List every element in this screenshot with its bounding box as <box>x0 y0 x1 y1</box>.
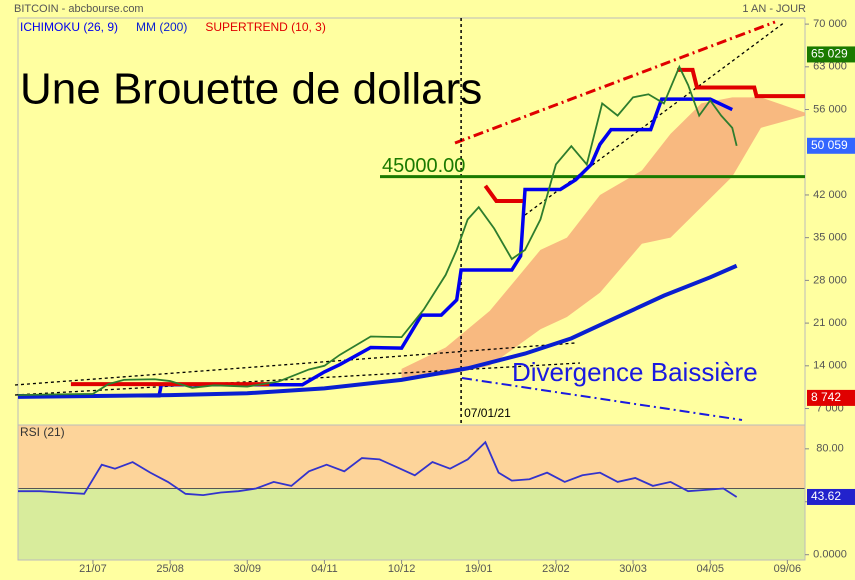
level-label: 45000.00 <box>382 155 465 177</box>
last-value-label: 65 029 <box>811 47 848 61</box>
last-value-label: 8 742 <box>811 390 841 404</box>
annotation: Divergence Baissière <box>512 357 758 387</box>
x-tick-label: 21/07 <box>79 563 107 575</box>
x-tick-label: 19/01 <box>465 563 493 575</box>
last-value-label: 50 059 <box>811 138 848 152</box>
date-line-label: 07/01/21 <box>464 406 511 420</box>
rsi-last-label: 43.62 <box>811 489 841 503</box>
series-line <box>17 263 738 399</box>
chart-title: Une Brouette de dollars <box>20 65 482 114</box>
rsi-name: RSI (21) <box>20 425 65 439</box>
y-tick-label: 35 000 <box>813 232 847 244</box>
ichimoku-cloud <box>401 97 805 380</box>
series-line <box>70 67 805 387</box>
x-tick-label: 30/09 <box>234 563 262 575</box>
trendline <box>14 362 581 396</box>
rsi-y-tick-label: 0.0000 <box>813 549 847 561</box>
rsi-line <box>18 440 738 498</box>
source: BITCOIN - abcbourse.com <box>14 3 144 15</box>
y-tick-label: 63 000 <box>813 61 847 73</box>
y-tick-label: 28 000 <box>813 274 847 286</box>
y-tick-label: 14 000 <box>813 360 847 372</box>
series-line <box>18 97 733 398</box>
last-value-box <box>807 46 855 63</box>
y-tick-label: 56 000 <box>813 103 847 115</box>
last-value-box <box>807 137 855 154</box>
price-line <box>17 64 738 396</box>
x-tick-label: 04/11 <box>311 563 338 575</box>
rsi-overbought-zone <box>18 425 805 489</box>
divergence-line <box>461 377 743 421</box>
last-value-box <box>807 389 855 406</box>
y-tick-label: 21 000 <box>813 317 847 329</box>
legend-entry: ICHIMOKU (26, 9) <box>20 20 118 34</box>
x-tick-label: 25/08 <box>156 563 184 575</box>
rsi-last-box <box>807 488 855 505</box>
x-tick-label: 23/02 <box>542 563 570 575</box>
x-tick-label: 10/12 <box>388 563 416 575</box>
resistance-line <box>454 20 776 145</box>
x-tick-label: 04/05 <box>696 563 724 575</box>
x-tick-label: 30/03 <box>619 563 647 575</box>
x-tick-label: 09/06 <box>774 563 802 575</box>
rsi-oversold-zone <box>18 488 805 560</box>
rsi-frame <box>17 424 806 561</box>
y-tick-label: 42 000 <box>813 189 847 201</box>
legend-entry: SUPERTREND (10, 3) <box>205 20 325 34</box>
period: 1 AN - JOUR <box>742 3 806 15</box>
legend-entry: MM (200) <box>136 20 187 34</box>
rsi-y-tick-label: 80.00 <box>816 443 844 455</box>
y-tick-label: 70 000 <box>813 18 847 30</box>
